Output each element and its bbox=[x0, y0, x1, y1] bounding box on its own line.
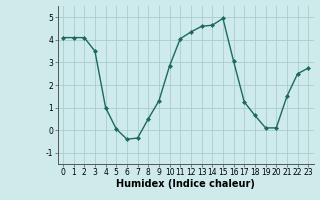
X-axis label: Humidex (Indice chaleur): Humidex (Indice chaleur) bbox=[116, 179, 255, 189]
